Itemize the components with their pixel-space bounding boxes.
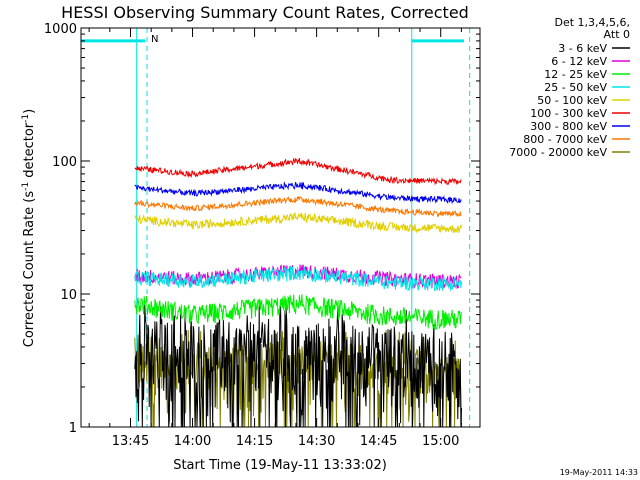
series-trace: [134, 157, 462, 186]
y-tick-label: 1: [69, 421, 77, 436]
legend-header-line1: Det 1,3,4,5,6,: [554, 16, 630, 29]
y-axis: 1 10 100 1000: [44, 22, 480, 436]
plot-frame: [80, 27, 481, 428]
series-trace: [134, 181, 462, 205]
series-trace: [134, 266, 462, 292]
x-tick-label: 15:00: [422, 434, 459, 449]
legend-header-line2: Att 0: [604, 28, 630, 41]
x-tick-label: 14:15: [236, 434, 273, 449]
series-trace: [134, 304, 462, 428]
y-axis-label: Corrected Count Rate (s-1 detector-1): [21, 109, 37, 347]
y-axis-label-part2: detector: [22, 122, 37, 182]
legend-entry-label: 12 - 25 keV: [544, 68, 607, 81]
series-trace: [134, 212, 462, 234]
plot-area: N: [81, 28, 471, 428]
x-tick-label: 13:45: [112, 434, 149, 449]
legend-entry-label: 6 - 12 keV: [551, 55, 607, 68]
x-tick-label: 14:30: [298, 434, 335, 449]
x-tick-label: 14:45: [360, 434, 397, 449]
night-marker: N: [151, 34, 158, 45]
y-axis-label-sup1: -1: [21, 182, 31, 191]
x-tick-label: 14:00: [174, 434, 211, 449]
y-axis-label-part3: ): [22, 109, 37, 114]
timestamp: 19-May-2011 14:33: [560, 468, 638, 477]
legend-entry-label: 7000 - 20000 keV: [509, 146, 607, 159]
legend-entry-label: 50 - 100 keV: [537, 94, 607, 107]
y-axis-label-sup2: -1: [21, 114, 31, 123]
series-trace: [134, 294, 462, 331]
legend-entry-label: 100 - 300 keV: [530, 107, 607, 120]
y-tick-label: 10: [60, 288, 77, 303]
series-trace: [134, 196, 462, 218]
y-axis-label-part1: Corrected Count Rate (s: [22, 191, 37, 348]
x-axis-label: Start Time (19-May-11 13:33:02): [173, 458, 387, 473]
legend-entry-label: 25 - 50 keV: [544, 81, 607, 94]
legend-entry-label: 800 - 7000 keV: [523, 133, 607, 146]
legend-entry-label: 3 - 6 keV: [558, 42, 607, 55]
chart-title: HESSI Observing Summary Count Rates, Cor…: [61, 3, 469, 22]
x-axis: 13:45 14:00 14:15 14:30 14:45 15:00: [88, 28, 462, 449]
legend-entry-label: 300 - 800 keV: [530, 120, 607, 133]
y-tick-label: 1000: [44, 22, 77, 37]
y-tick-label: 100: [52, 155, 77, 170]
